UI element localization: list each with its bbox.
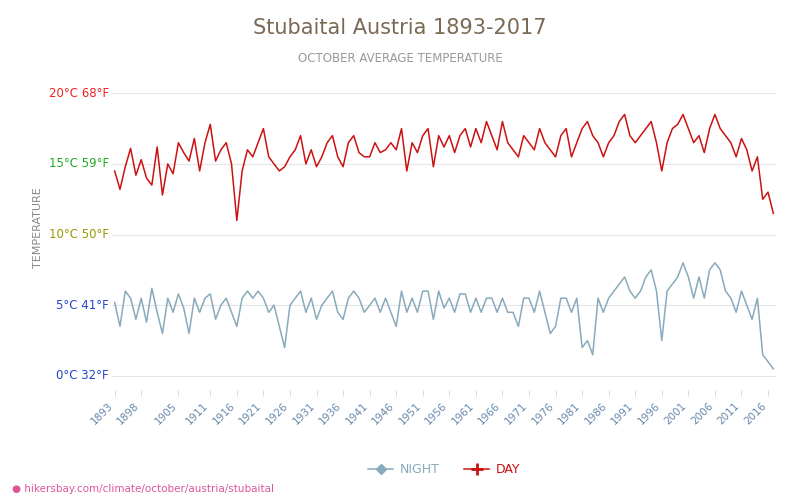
- Text: 0°C 32°F: 0°C 32°F: [56, 370, 109, 382]
- Text: 5°C 41°F: 5°C 41°F: [56, 298, 109, 312]
- Text: OCTOBER AVERAGE TEMPERATURE: OCTOBER AVERAGE TEMPERATURE: [298, 52, 502, 66]
- Text: 15°C 59°F: 15°C 59°F: [49, 158, 109, 170]
- Legend: NIGHT, DAY: NIGHT, DAY: [363, 458, 525, 481]
- Text: 10°C 50°F: 10°C 50°F: [49, 228, 109, 241]
- Text: 20°C 68°F: 20°C 68°F: [49, 87, 109, 100]
- Text: Stubaital Austria 1893-2017: Stubaital Austria 1893-2017: [254, 18, 546, 38]
- Text: ● hikersbay.com/climate/october/austria/stubaital: ● hikersbay.com/climate/october/austria/…: [12, 484, 274, 494]
- Y-axis label: TEMPERATURE: TEMPERATURE: [33, 187, 42, 268]
